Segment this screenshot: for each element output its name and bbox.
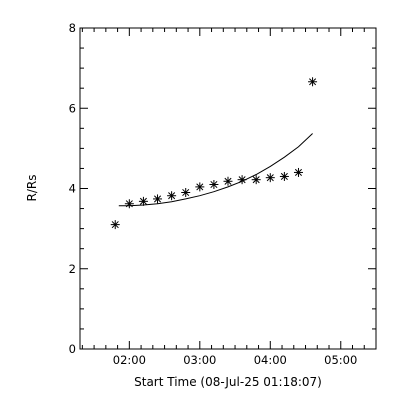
asterisk-stroke: [182, 188, 190, 197]
asterisk-stroke: [210, 180, 218, 189]
asterisk-stroke: [196, 183, 204, 191]
asterisk-stroke: [252, 176, 260, 184]
asterisk-stroke: [266, 174, 274, 182]
data-point-asterisk: [308, 77, 318, 87]
x-tick-label: 03:00: [183, 353, 216, 367]
x-axis-title: Start Time (08-Jul-25 01:18:07): [134, 375, 322, 389]
asterisk-stroke: [280, 172, 288, 180]
y-axis-title: R/Rs: [25, 175, 39, 202]
data-point-asterisk: [167, 191, 177, 201]
ticks-layer: 02:00 03:00 04:00 05:00 0 2 4 6 8: [69, 21, 376, 367]
x-tick-label: 05:00: [324, 353, 357, 367]
data-point-asterisk: [124, 199, 134, 209]
asterisk-stroke: [125, 200, 133, 208]
data-point-asterisk: [293, 167, 303, 177]
x-tick-label: 02:00: [113, 353, 146, 367]
data-point-asterisk: [209, 179, 219, 189]
data-point-asterisk: [138, 196, 148, 206]
data-point-asterisk: [110, 220, 120, 230]
plot-frame: [79, 27, 377, 350]
y-tick-label: 0: [69, 342, 76, 356]
data-point-asterisk: [195, 182, 205, 192]
data-point-asterisk: [153, 194, 163, 204]
asterisk-stroke: [309, 78, 317, 86]
data-point-asterisk: [265, 173, 275, 183]
asterisk-stroke: [224, 177, 232, 185]
data-point-asterisk: [251, 175, 261, 185]
data-point-asterisk: [279, 171, 289, 181]
data-point-asterisk: [223, 176, 233, 186]
y-tick-label: 2: [69, 262, 76, 276]
asterisk-stroke: [111, 221, 119, 229]
y-tick-label: 8: [69, 21, 76, 35]
fit-curve-line: [118, 133, 313, 207]
marks-layer: [110, 77, 318, 230]
asterisk-stroke: [168, 192, 176, 200]
x-tick-label: 04:00: [254, 353, 287, 367]
asterisk-stroke: [238, 176, 246, 184]
data-point-asterisk: [237, 175, 247, 185]
asterisk-stroke: [294, 168, 303, 176]
data-point-asterisk: [181, 188, 191, 198]
y-tick-label: 6: [69, 101, 76, 115]
asterisk-stroke: [153, 195, 162, 203]
asterisk-stroke: [139, 197, 147, 205]
y-tick-label: 4: [69, 182, 76, 196]
